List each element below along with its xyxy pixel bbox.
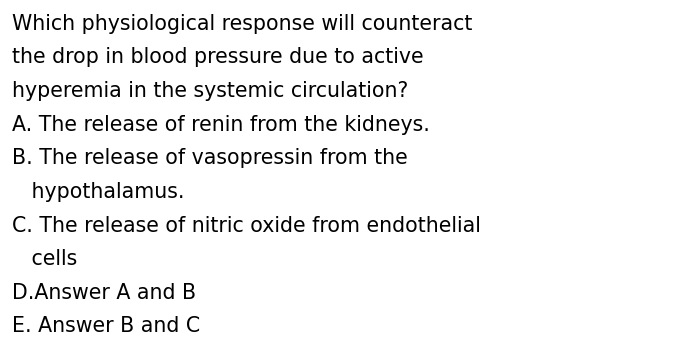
Text: cells: cells bbox=[12, 249, 77, 269]
Text: the drop in blood pressure due to active: the drop in blood pressure due to active bbox=[12, 47, 424, 67]
Text: A. The release of renin from the kidneys.: A. The release of renin from the kidneys… bbox=[12, 115, 430, 135]
Text: D.Answer A and B: D.Answer A and B bbox=[12, 283, 197, 303]
Text: E. Answer B and C: E. Answer B and C bbox=[12, 316, 200, 337]
Text: hypothalamus.: hypothalamus. bbox=[12, 182, 184, 202]
Text: C. The release of nitric oxide from endothelial: C. The release of nitric oxide from endo… bbox=[12, 216, 481, 236]
Text: hyperemia in the systemic circulation?: hyperemia in the systemic circulation? bbox=[12, 81, 408, 101]
Text: B. The release of vasopressin from the: B. The release of vasopressin from the bbox=[12, 148, 408, 168]
Text: Which physiological response will counteract: Which physiological response will counte… bbox=[12, 14, 473, 34]
